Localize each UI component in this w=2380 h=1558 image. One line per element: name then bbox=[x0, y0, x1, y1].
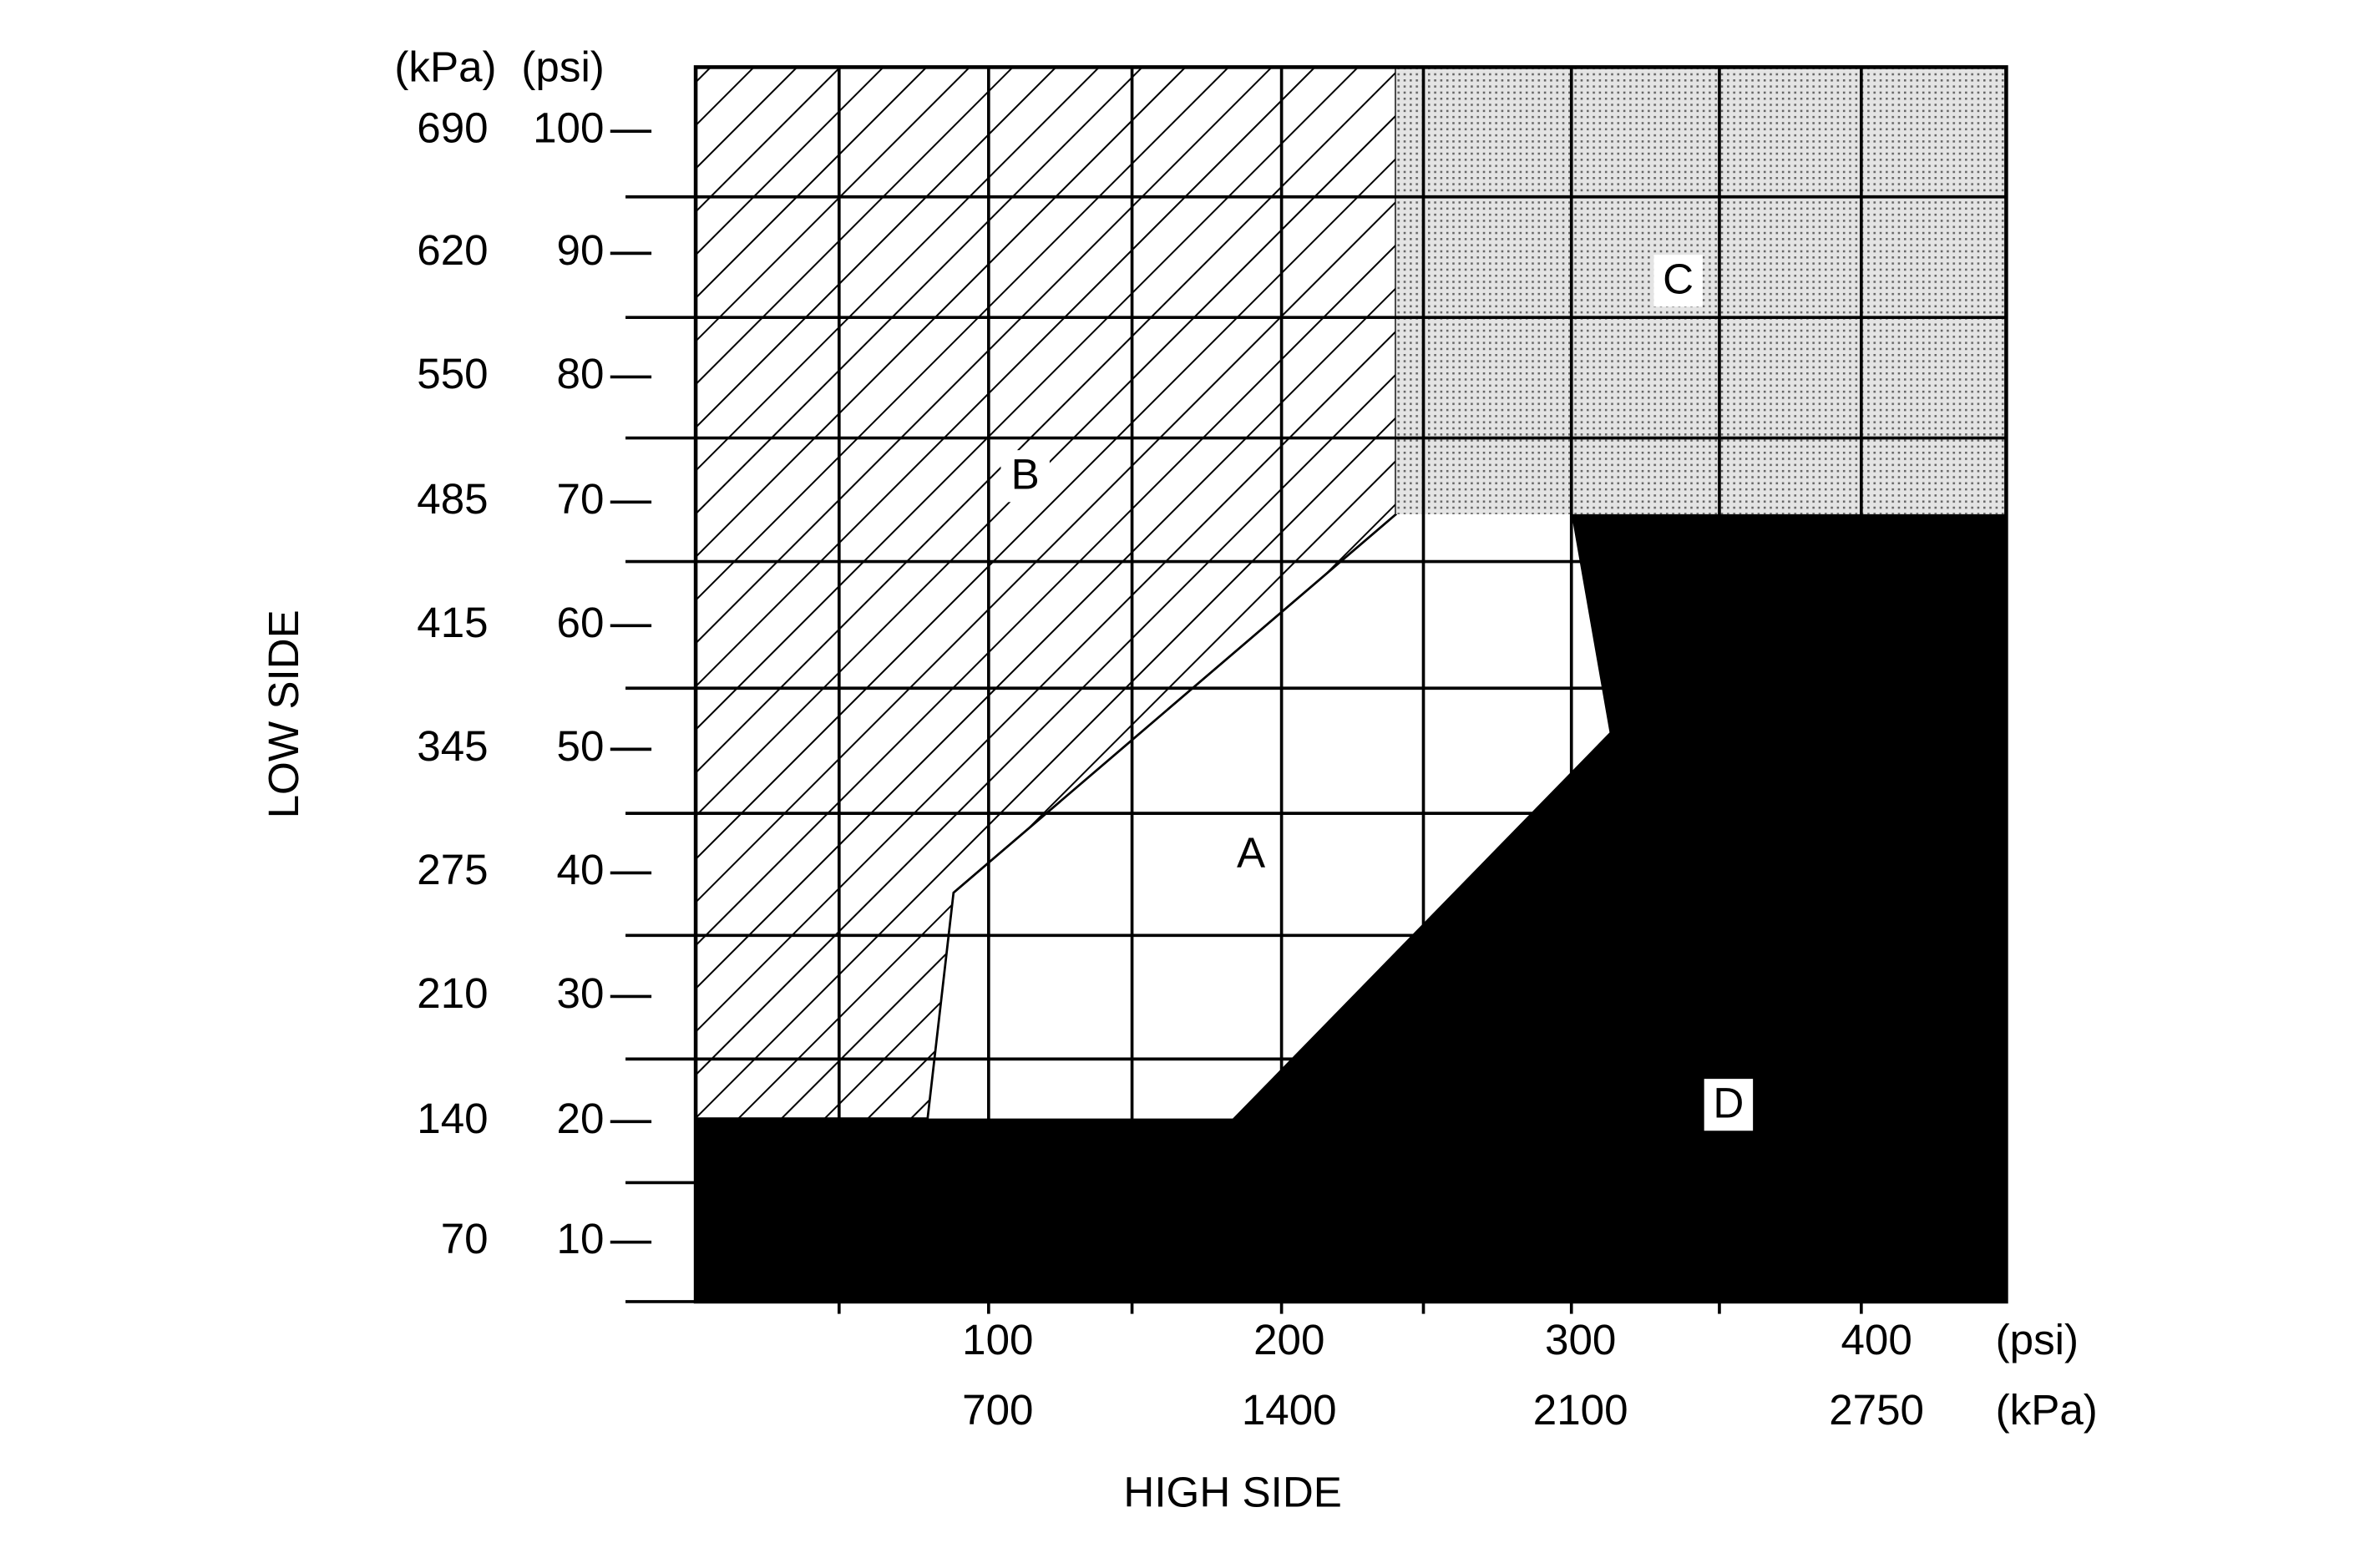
x-tick-label-kpa: 2100 bbox=[1533, 1386, 1628, 1434]
y-tick-label-psi: 60 bbox=[557, 599, 605, 646]
y-tick-label-kpa: 415 bbox=[417, 599, 488, 646]
y-tick-label-kpa: 275 bbox=[417, 846, 488, 893]
y-tick-label-kpa: 485 bbox=[417, 475, 488, 523]
x-axis-label: HIGH SIDE bbox=[1123, 1469, 1341, 1516]
y-tick-label-kpa: 140 bbox=[417, 1095, 488, 1142]
y-tick-label-psi: 20 bbox=[557, 1095, 605, 1142]
y-tick-label-kpa: 345 bbox=[417, 722, 488, 770]
y-tick-label-psi: 80 bbox=[557, 350, 605, 397]
y-tick-label-kpa: 210 bbox=[417, 969, 488, 1017]
y-tick-label-psi: 10 bbox=[557, 1215, 605, 1262]
x-unit: (psi) bbox=[1996, 1316, 2079, 1363]
y-tick-label-kpa: 690 bbox=[417, 104, 488, 152]
y-tick-label-kpa: 70 bbox=[441, 1215, 489, 1262]
region-b-area bbox=[694, 66, 1398, 1120]
x-tick-label-kpa: 700 bbox=[962, 1386, 1033, 1434]
region-label: B bbox=[1011, 451, 1040, 498]
y-unit: (kPa) bbox=[394, 43, 496, 91]
y-tick-label-kpa: 620 bbox=[417, 226, 488, 274]
region-d-area bbox=[696, 513, 2007, 1302]
x-tick-label-psi: 300 bbox=[1545, 1316, 1616, 1363]
region-label: A bbox=[1237, 829, 1266, 877]
y-unit: (psi) bbox=[521, 43, 604, 91]
x-tick-label-psi: 400 bbox=[1841, 1316, 1912, 1363]
y-tick-label-psi: 30 bbox=[557, 969, 605, 1017]
region-label-box bbox=[1653, 255, 1703, 307]
region-label-box bbox=[1000, 450, 1050, 503]
x-tick-label-psi: 200 bbox=[1253, 1316, 1324, 1363]
region-label: D bbox=[1713, 1080, 1744, 1127]
y-tick-label-psi: 90 bbox=[557, 226, 605, 274]
region-label: C bbox=[1663, 255, 1694, 303]
y-tick-label-psi: 50 bbox=[557, 722, 605, 770]
y-tick-label-psi: 70 bbox=[557, 475, 605, 523]
region-label-box bbox=[1704, 1079, 1754, 1131]
y-tick-label-psi: 100 bbox=[533, 104, 604, 152]
x-tick-label-kpa: 2750 bbox=[1829, 1386, 1924, 1434]
x-tick-label-psi: 100 bbox=[962, 1316, 1033, 1363]
y-tick-label-psi: 40 bbox=[557, 846, 605, 893]
x-tick-label-kpa: 1400 bbox=[1242, 1386, 1337, 1434]
y-axis-label: LOW SIDE bbox=[260, 610, 307, 818]
x-unit: (kPa) bbox=[1996, 1386, 2098, 1434]
plot-border bbox=[693, 65, 2008, 1304]
y-tick-label-kpa: 550 bbox=[417, 350, 488, 397]
